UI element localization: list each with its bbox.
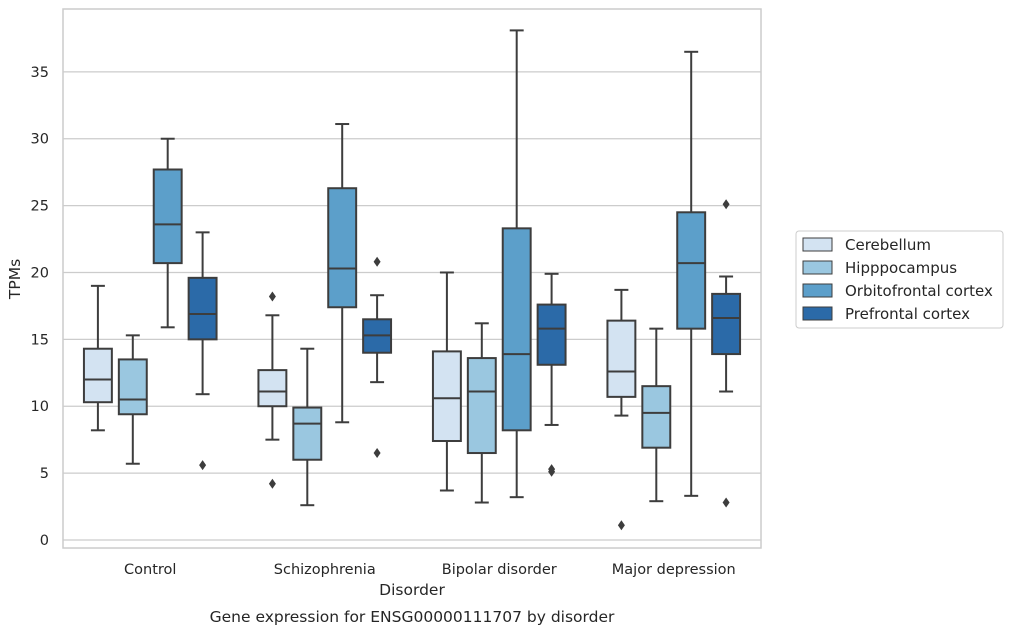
outlier-point xyxy=(722,497,730,508)
legend-label: Orbitofrontal cortex xyxy=(845,282,993,300)
box-iqr xyxy=(117,358,148,416)
box-orbitofrontal-cortex xyxy=(327,123,358,424)
box-prefrontal-cortex xyxy=(362,256,393,459)
box-iqr xyxy=(536,303,567,366)
outlier-point xyxy=(199,460,207,471)
box-iqr xyxy=(327,187,358,309)
box-cerebellum xyxy=(431,271,462,492)
box-cerebellum xyxy=(82,284,113,432)
outlier-point xyxy=(373,256,381,267)
box-iqr xyxy=(292,406,323,461)
outlier-point xyxy=(722,199,730,210)
gridlines xyxy=(63,71,761,541)
outlier-point xyxy=(268,291,276,302)
box-prefrontal-cortex xyxy=(536,272,567,477)
y-tick-label: 20 xyxy=(31,265,49,281)
outlier-point xyxy=(268,478,276,489)
y-axis-title: TPMs xyxy=(6,259,24,300)
box-prefrontal-cortex xyxy=(711,199,742,508)
box-iqr xyxy=(501,227,532,432)
box-iqr xyxy=(152,168,183,265)
box-hipppocampus xyxy=(117,334,148,465)
y-tick-labels: 0 5 10 15 20 25 30 35 xyxy=(31,65,49,549)
outlier-point xyxy=(548,466,556,477)
legend-label: Prefrontal cortex xyxy=(845,305,970,323)
box-cerebellum xyxy=(257,291,288,489)
box-orbitofrontal-cortex xyxy=(676,50,707,497)
x-axis-title: Disorder xyxy=(379,581,445,599)
box-cerebellum xyxy=(606,288,637,531)
box-iqr xyxy=(82,347,113,404)
outlier-point xyxy=(617,520,625,531)
box-hipppocampus xyxy=(641,327,672,503)
box-iqr xyxy=(187,276,218,341)
y-tick-label: 0 xyxy=(40,533,49,549)
legend-swatch xyxy=(802,283,833,298)
legend-swatch xyxy=(802,306,833,321)
y-tick-label: 35 xyxy=(31,65,49,81)
x-tick-label: Bipolar disorder xyxy=(442,562,557,578)
y-tick-label: 30 xyxy=(31,132,49,148)
legend-frame xyxy=(795,230,1004,329)
y-tick-label: 10 xyxy=(31,399,49,415)
legend: Cerebellum Hipppocampus Orbitofrontal cort… xyxy=(795,230,1004,329)
chart-caption: Gene expression for ENSG00000111707 by d… xyxy=(210,608,615,626)
box-hipppocampus xyxy=(466,322,497,504)
plot-area xyxy=(62,8,762,549)
box-hipppocampus xyxy=(292,347,323,507)
outlier-point xyxy=(373,448,381,459)
legend-swatch xyxy=(802,260,833,275)
box-iqr xyxy=(606,319,637,398)
x-tick-label: Control xyxy=(124,562,176,578)
box-iqr xyxy=(466,357,497,455)
box-orbitofrontal-cortex xyxy=(501,29,532,499)
box-iqr xyxy=(257,369,288,408)
y-tick-label: 5 xyxy=(40,466,49,482)
box-prefrontal-cortex xyxy=(187,231,218,471)
y-tick-label: 25 xyxy=(31,199,49,215)
x-tick-label: Schizophrenia xyxy=(274,562,376,578)
box-iqr xyxy=(676,211,707,330)
x-tick-label: Major depression xyxy=(612,562,736,578)
box-orbitofrontal-cortex xyxy=(152,137,183,329)
legend-label: Cerebellum xyxy=(845,236,931,254)
box-iqr xyxy=(431,350,462,443)
y-tick-label: 15 xyxy=(31,332,49,348)
legend-label: Hipppocampus xyxy=(845,259,957,277)
x-tick-labels: Control Schizophrenia Bipolar disorder Majo… xyxy=(124,562,736,578)
box-iqr xyxy=(641,385,672,449)
legend-swatch xyxy=(802,237,833,252)
boxes xyxy=(82,29,742,531)
box-iqr xyxy=(711,292,742,356)
